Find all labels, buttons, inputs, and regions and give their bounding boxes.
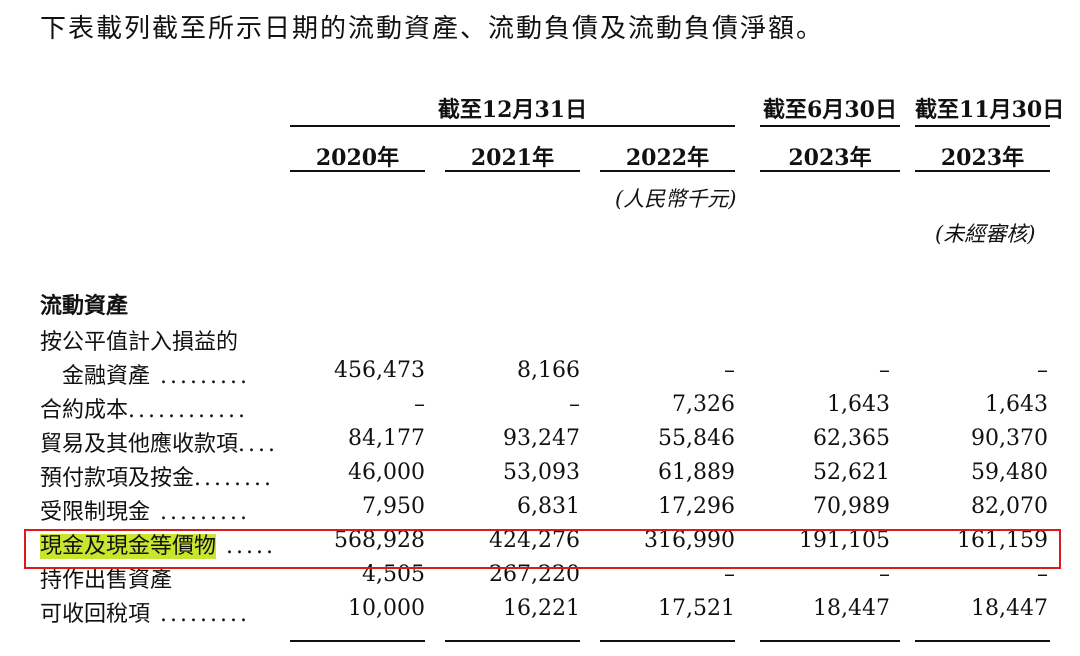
intro-sentence: 下表載列截至所示日期的流動資產、流動負債及流動負債淨額。: [40, 14, 825, 44]
row-label-text: 合約成本: [40, 398, 129, 423]
unit-note: (人民幣千元): [615, 187, 737, 211]
table-cell: 424,276: [489, 528, 580, 553]
year-header-3: 2022年: [625, 145, 710, 171]
row-label-text: 現金及現金等價物: [40, 534, 217, 559]
table-cell: 90,370: [971, 426, 1048, 451]
table-cell: 316,990: [644, 528, 735, 553]
table-cell: 7,950: [362, 494, 425, 519]
unaudited-note: (未經審核): [935, 222, 1036, 246]
row-label: 可收回稅項 .........: [40, 596, 250, 628]
row-label-text: 預付款項及按金: [40, 466, 195, 491]
table-cell: 70,989: [813, 494, 890, 519]
rule-bottom-3: [600, 640, 735, 642]
rule-bottom-5: [915, 640, 1050, 642]
year-header-4: 2023年: [788, 145, 872, 171]
year-header-2: 2021年: [470, 145, 555, 171]
table-cell: –: [569, 392, 580, 417]
row-label: 金融資產 .........: [40, 358, 250, 390]
row-label: 合約成本............: [40, 392, 248, 424]
table-cell: 93,247: [503, 426, 580, 451]
table-cell: 53,093: [503, 460, 580, 485]
table-cell: 568,928: [334, 528, 425, 553]
table-cell: 52,621: [813, 460, 890, 485]
leader-dots: .........: [150, 500, 250, 525]
row-label-text: 持作出售資產: [40, 568, 173, 593]
table-cell: 18,447: [971, 596, 1048, 621]
rule-year-2: [445, 170, 580, 172]
table-cell: –: [1037, 358, 1048, 383]
year-header-1: 2020年: [315, 145, 400, 171]
table-cell: 8,166: [517, 358, 580, 383]
row-label: 現金及現金等價物 .....: [40, 528, 276, 560]
section-title: 流動資產: [40, 293, 129, 319]
leader-dots: ....: [238, 432, 278, 457]
table-cell: –: [724, 562, 735, 587]
table-cell: 82,070: [971, 494, 1048, 519]
table-cell: –: [879, 562, 890, 587]
row-label: 受限制現金 .........: [40, 494, 250, 526]
rule-year-1: [290, 170, 425, 172]
row-label: 持作出售資產: [40, 562, 172, 594]
rule-year-3: [600, 170, 735, 172]
row-label: 貿易及其他應收款項....: [40, 426, 278, 458]
table-cell: 46,000: [348, 460, 425, 485]
table-cell: 4,505: [362, 562, 425, 587]
table-cell: –: [414, 392, 425, 417]
rule-year-4: [760, 170, 900, 172]
table-cell: 1,643: [827, 392, 890, 417]
year-header-5: 2023年: [940, 145, 1025, 171]
table-cell: 1,643: [985, 392, 1048, 417]
rule-bottom-4: [760, 640, 900, 642]
table-cell: 7,326: [672, 392, 735, 417]
rule-bottom-1: [290, 640, 425, 642]
rule-group-dec31: [290, 125, 735, 127]
row-label-text: 受限制現金: [40, 500, 151, 525]
table-cell: 17,521: [658, 596, 735, 621]
leader-dots: ............: [128, 398, 248, 423]
table-cell: 62,365: [813, 426, 890, 451]
row-label: 按公平值計入損益的: [40, 324, 238, 356]
table-cell: –: [1037, 562, 1048, 587]
table-cell: 6,831: [517, 494, 580, 519]
leader-dots: .....: [216, 534, 276, 559]
header-jun30: 截至6月30日: [763, 97, 897, 123]
row-label: 預付款項及按金........: [40, 460, 274, 492]
row-label-text: 貿易及其他應收款項: [40, 432, 239, 457]
table-cell: 84,177: [348, 426, 425, 451]
row-label-text: 按公平值計入損益的: [40, 330, 239, 355]
rule-bottom-2: [445, 640, 580, 642]
table-cell: 161,159: [957, 528, 1048, 553]
table-cell: 18,447: [813, 596, 890, 621]
table-cell: 267,220: [489, 562, 580, 587]
header-nov30: 截至11月30日: [915, 97, 1065, 123]
leader-dots: ........: [194, 466, 274, 491]
table-cell: 456,473: [334, 358, 425, 383]
table-cell: 55,846: [658, 426, 735, 451]
leader-dots: .........: [150, 364, 250, 389]
table-cell: 10,000: [348, 596, 425, 621]
table-cell: 17,296: [658, 494, 735, 519]
table-cell: 61,889: [658, 460, 735, 485]
header-dec31: 截至12月31日: [437, 97, 588, 123]
rule-year-5: [915, 170, 1050, 172]
highlight-box: [24, 529, 1061, 569]
table-cell: 191,105: [799, 528, 890, 553]
leader-dots: .........: [150, 602, 250, 627]
table-cell: 16,221: [503, 596, 580, 621]
rule-group-nov30: [915, 125, 1050, 127]
table-cell: –: [724, 358, 735, 383]
row-label-text: 金融資產: [40, 364, 151, 389]
table-cell: 59,480: [971, 460, 1048, 485]
row-label-text: 可收回稅項: [40, 602, 151, 627]
rule-group-jun30: [760, 125, 900, 127]
table-cell: –: [879, 358, 890, 383]
